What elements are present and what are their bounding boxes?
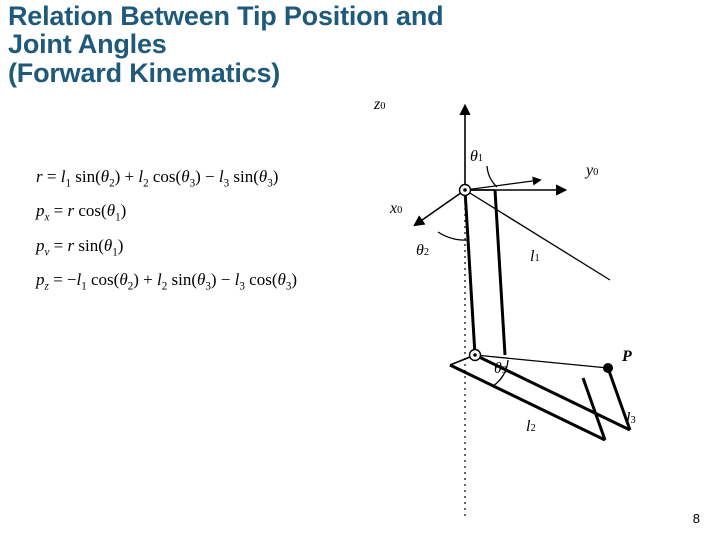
title-line-3: (Forward Kinematics): [8, 58, 280, 88]
kinematics-diagram: z0 y0 x0 θ1 θ2 θ3 l1 l2 l3 P: [330, 100, 690, 530]
page-number: 8: [693, 511, 700, 526]
label-y0: y0: [586, 162, 598, 180]
label-z0: z0: [374, 96, 385, 114]
projection-to-p: [465, 190, 610, 280]
label-theta3: θ3: [494, 360, 507, 378]
title-line-2: Joint Angles: [8, 29, 167, 59]
link-l1: [465, 190, 475, 355]
arc-theta2: [438, 232, 469, 240]
equations-block: r = l1 sin(θ2) + l2 cos(θ3) − l3 sin(θ3)…: [36, 160, 297, 298]
label-theta2: θ2: [416, 242, 429, 260]
x0-axis: [415, 190, 465, 225]
equation-r: r = l1 sin(θ2) + l2 cos(θ3) − l3 sin(θ3): [36, 160, 297, 194]
end-effector-point: [603, 363, 613, 373]
equation-pv: pv = r sin(θ1): [36, 229, 297, 263]
title-line-1: Relation Between Tip Position and: [8, 1, 443, 31]
equation-pz: pz = −l1 cos(θ2) + l2 sin(θ3) − l3 cos(θ…: [36, 263, 297, 297]
slide-title: Relation Between Tip Position and Joint …: [8, 2, 443, 87]
label-l3: l3: [626, 410, 636, 428]
joint-0-marker: [460, 185, 471, 196]
theta1-guide: [465, 180, 540, 190]
label-x0: x0: [390, 200, 402, 218]
arc-theta1: [487, 166, 497, 187]
link-l1-parallel: [495, 190, 505, 355]
label-P: P: [622, 348, 632, 366]
label-l1: l1: [530, 248, 540, 266]
joint-1-marker: [470, 350, 481, 361]
equation-px: px = r cos(θ1): [36, 194, 297, 228]
label-theta1: θ1: [470, 148, 483, 166]
label-l2: l2: [526, 418, 536, 436]
